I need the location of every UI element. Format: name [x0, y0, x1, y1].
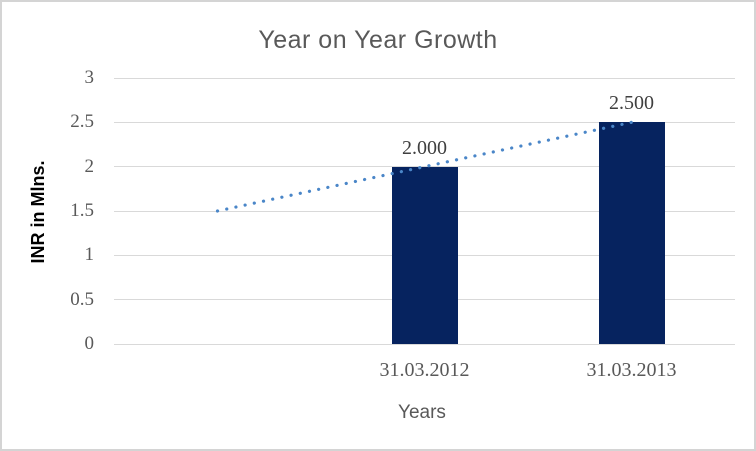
- y-tick-label: 0.5: [70, 288, 94, 310]
- y-tick-label: 2: [84, 155, 95, 177]
- x-tick-label: 31.03.2012: [379, 359, 470, 381]
- gridline: [114, 343, 735, 345]
- data-label: 2.500: [609, 92, 654, 115]
- y-tick-label: 1: [84, 244, 95, 266]
- bar-31.03.2012: [391, 166, 458, 344]
- y-tick-label: 2.5: [70, 111, 94, 133]
- data-label: 2.000: [402, 136, 447, 159]
- chart-title: Year on Year Growth: [258, 26, 498, 54]
- bar-31.03.2013: [598, 122, 665, 344]
- x-axis-title: Years: [398, 402, 446, 423]
- y-tick-label: 1.5: [70, 200, 94, 221]
- y-tick-label: 3: [84, 67, 95, 88]
- gridline: [114, 77, 735, 79]
- y-tick-label: 0: [84, 333, 95, 354]
- x-tick-label: 31.03.2013: [586, 359, 677, 381]
- plot-area: 2.000 2.500: [114, 77, 735, 345]
